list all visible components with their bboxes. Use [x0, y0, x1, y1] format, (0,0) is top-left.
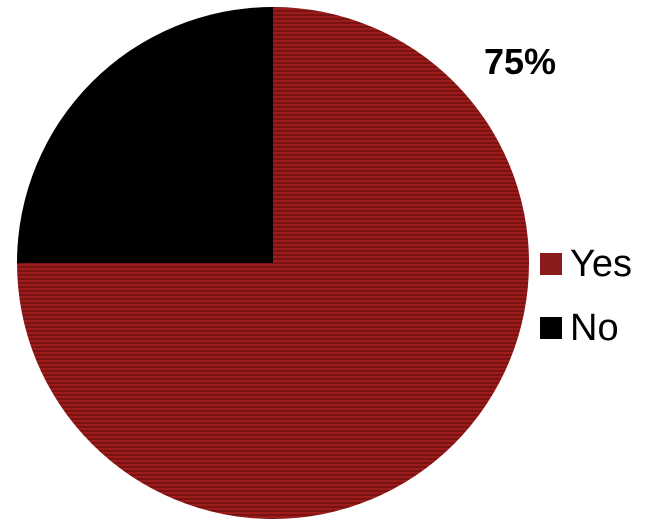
- legend-label-yes: Yes: [570, 243, 632, 285]
- pie-data-labels: 75%: [484, 41, 556, 82]
- data-label-yes: 75%: [484, 41, 556, 82]
- legend-label-no: No: [570, 307, 619, 349]
- legend-item-no: No: [540, 306, 632, 350]
- legend-swatch-no: [540, 317, 562, 339]
- legend-item-yes: Yes: [540, 242, 632, 286]
- pie-slice-no: [17, 7, 273, 263]
- legend: Yes No: [540, 242, 632, 370]
- pie-slices: [17, 7, 529, 519]
- legend-swatch-yes: [540, 253, 562, 275]
